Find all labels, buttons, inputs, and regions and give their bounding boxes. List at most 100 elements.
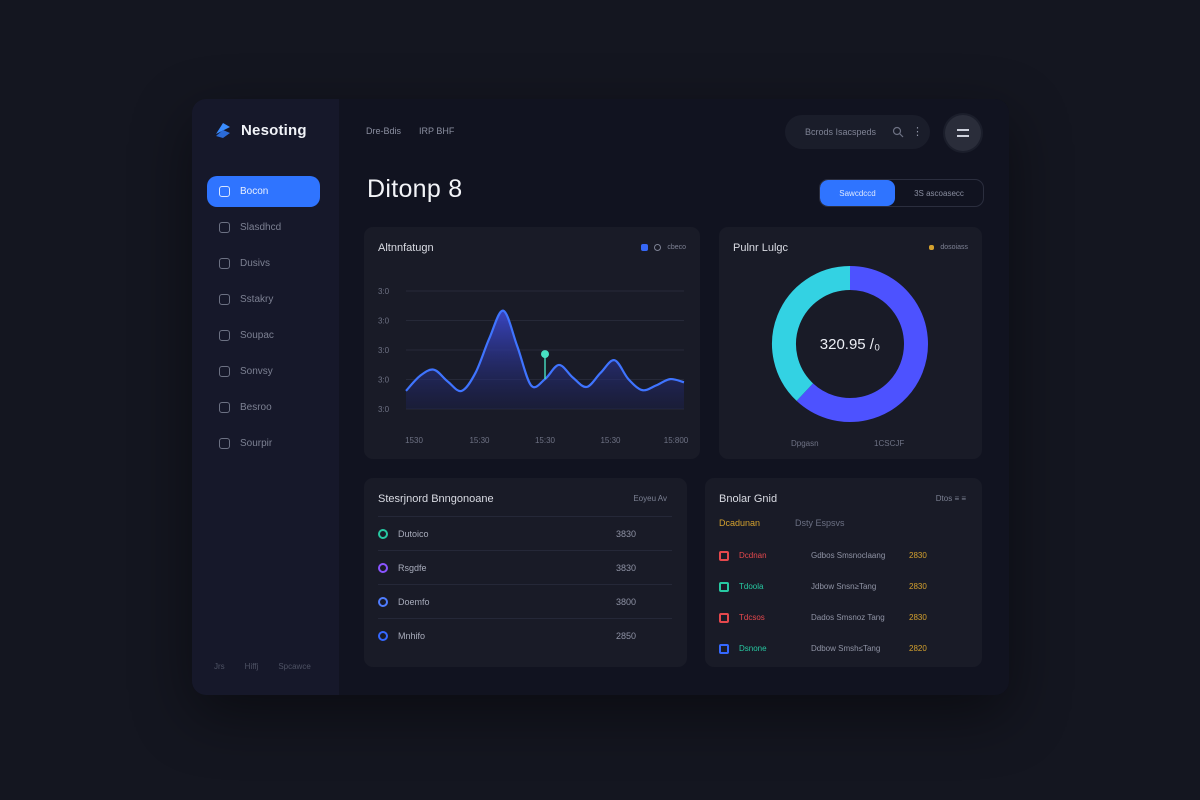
calendar-icon	[219, 294, 230, 305]
status-dot-icon	[378, 562, 388, 573]
y-tick-label: 3:0	[378, 317, 390, 326]
legend-swatch	[929, 245, 935, 250]
sidebar-item-label: Slasdhcd	[240, 222, 282, 233]
transactions-subheader: Dcadunan Dsty Espsvs	[719, 518, 845, 528]
legend-label: dosoiass	[940, 244, 968, 251]
view-toggle: Sawcdccd 3S ascoasecc	[819, 179, 984, 207]
donut-chart: 320.95 /₀ Dpgasn 1CSCJF	[772, 266, 928, 448]
card-title: Bnolar Gnid	[719, 493, 778, 505]
list-item-value: 3830	[615, 562, 636, 573]
dashboard-window: Nesoting Bocon Slasdhcd Dusivs Sstakry S…	[192, 99, 1009, 695]
area-chart: 3:0 3:0 3:0 3:0 3:0 1530 15:30 15:30 15:30 15:800	[378, 287, 689, 445]
legend-circle-icon	[654, 244, 662, 251]
x-tick-label: 15:800	[664, 436, 689, 445]
transaction-name: Tdoola	[739, 582, 764, 591]
transactions-card: Bnolar Gnid Dtos ≡ ≡ Dcadunan Dsty Espsv…	[705, 478, 982, 667]
list-item-label: Rsgdfe	[398, 562, 427, 573]
list-item-value: 3800	[615, 596, 636, 607]
sidebar-item-label: Besroo	[240, 402, 272, 413]
transaction-row[interactable]: Tdoola Jdbow Snsn≥Tang 2830	[719, 571, 969, 602]
donut-chart-card: Pulnr Lulgc dosoiass 320.95 /₀ Dpgasn 1CSC…	[719, 227, 982, 459]
menu-icon	[957, 129, 969, 137]
status-dot-icon	[378, 596, 388, 607]
sidebar-item-7[interactable]: Sourpir	[207, 428, 320, 459]
breadcrumb-item[interactable]: Dre-Bdis	[366, 126, 402, 136]
search-placeholder: Bcrods Isacspeds	[805, 127, 877, 137]
segment-primary[interactable]: Sawcdccd	[820, 180, 895, 206]
list-item[interactable]: Doemfo 3800	[378, 584, 672, 618]
card-title: Pulnr Lulgc	[733, 242, 789, 254]
transaction-row[interactable]: Tdcsos Dados Smsnoz Tang 2830	[719, 602, 969, 633]
sidebar-item-6[interactable]: Besroo	[207, 392, 320, 423]
donut-slice[interactable]	[772, 266, 851, 401]
transaction-desc: Dados Smsnoz Tang	[811, 613, 885, 622]
area-chart-card: Altnnfatugn cbeco 3:0 3:0 3:0 3:0 3:0 1530 15:…	[364, 227, 700, 459]
transaction-row[interactable]: Dsnone Ddbow Smsh≤Tang 2820	[719, 633, 969, 664]
legend-label: cbeco	[667, 244, 686, 251]
subheader-tab-active[interactable]: Dcadunan	[719, 518, 761, 528]
shield-icon	[219, 438, 230, 449]
x-tick-label: 15:30	[535, 436, 556, 445]
transaction-desc: Ddbow Smsh≤Tang	[811, 644, 881, 653]
avatar[interactable]	[945, 115, 981, 151]
logo-icon	[216, 123, 230, 138]
more-icon[interactable]: ⋮	[912, 126, 923, 138]
chart-icon	[219, 222, 230, 233]
transaction-icon	[719, 550, 729, 561]
sidebar-item-5[interactable]: Sonvsy	[207, 356, 320, 387]
list-item-value: 3830	[615, 528, 636, 539]
main-content: Dre-Bdis IRP BHF Bcrods Isacspeds ⋮ Dito…	[339, 99, 1009, 695]
footer-link[interactable]: Spcawce	[278, 662, 311, 671]
sidebar-item-2[interactable]: Dusivs	[207, 248, 320, 279]
category-list-card: Stesrjnord Bnngonoane Eoyeu Av Dutoico 38…	[364, 478, 687, 667]
donut-footer-label: 1CSCJF	[874, 439, 904, 448]
donut-center-value: 320.95 /₀	[820, 336, 880, 353]
segment-secondary[interactable]: 3S ascoasecc	[914, 188, 964, 198]
sidebar-item-label: Bocon	[240, 186, 269, 197]
sidebar-item-4[interactable]: Soupac	[207, 320, 320, 351]
sidebar-item-label: Sstakry	[240, 294, 274, 305]
brand[interactable]: Nesoting	[213, 120, 307, 140]
sidebar-item-0[interactable]: Bocon	[207, 176, 320, 207]
list-item-value: 2850	[615, 630, 636, 641]
sidebar-item-3[interactable]: Sstakry	[207, 284, 320, 315]
card-title: Altnnfatugn	[378, 242, 434, 254]
legend-swatch	[641, 244, 649, 251]
transaction-row[interactable]: Dcdnan Gdbos Smsnoclaang 2830	[719, 540, 969, 571]
transaction-desc: Gdbos Smsnoclaang	[811, 551, 886, 560]
sidebar-item-1[interactable]: Slasdhcd	[207, 212, 320, 243]
list-item[interactable]: Mnhifo 2850	[378, 618, 672, 652]
message-icon	[219, 402, 230, 413]
transaction-icon	[719, 612, 729, 623]
sidebar-item-label: Sourpir	[240, 438, 273, 449]
card-title: Stesrjnord Bnngonoane	[378, 493, 494, 505]
list-item[interactable]: Rsgdfe 3830	[378, 550, 672, 584]
y-tick-label: 3:0	[378, 405, 390, 414]
transaction-amount: 2820	[909, 644, 927, 653]
footer-link[interactable]: Jrs	[214, 662, 225, 671]
sidebar-item-label: Sonvsy	[240, 366, 273, 377]
sidebar-item-label: Dusivs	[240, 258, 271, 269]
card-header-action[interactable]: Dtos ≡ ≡	[935, 494, 966, 503]
transaction-icon	[719, 581, 729, 592]
donut-slice[interactable]	[796, 266, 928, 422]
transaction-amount: 2830	[909, 551, 927, 560]
transaction-amount: 2830	[909, 582, 927, 591]
breadcrumb-item[interactable]: IRP BHF	[419, 126, 455, 136]
sidebar-nav: Bocon Slasdhcd Dusivs Sstakry Soupac Son…	[207, 176, 320, 464]
breadcrumb: Dre-Bdis IRP BHF	[366, 126, 454, 136]
footer-link[interactable]: Hiffj	[244, 662, 259, 671]
card-header-action[interactable]: Eoyeu Av	[633, 494, 667, 503]
settings-icon	[219, 366, 230, 377]
data-marker[interactable]	[541, 350, 549, 359]
subheader-tab[interactable]: Dsty Espsvs	[795, 518, 845, 528]
x-tick-label: 15:30	[469, 436, 490, 445]
list-item[interactable]: Dutoico 3830	[378, 516, 672, 550]
chart-legend: cbeco	[641, 244, 686, 251]
transaction-name: Dsnone	[739, 644, 767, 653]
transaction-name: Dcdnan	[739, 551, 767, 560]
search-input[interactable]: Bcrods Isacspeds ⋮	[785, 115, 930, 149]
transaction-name: Tdcsos	[739, 613, 765, 622]
status-dot-icon	[378, 630, 388, 641]
search-icon	[892, 126, 904, 138]
